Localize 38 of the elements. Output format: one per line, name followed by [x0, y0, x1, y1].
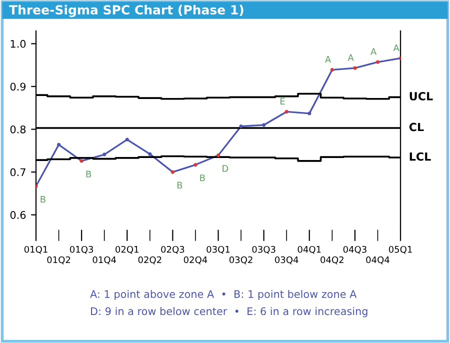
y-tick-label: 1.0 [10, 40, 26, 48]
annotation: A [324, 56, 332, 63]
x-tick-label: 05Q1 [388, 246, 412, 254]
annotation: A [348, 54, 354, 61]
annotation: E [280, 98, 285, 104]
text: A: 1 point above zone A • B: 1 point below zone A [90, 290, 357, 300]
annotation: A [370, 48, 377, 55]
chart-title: Three-Sigma SPC Chart (Phase 1) [9, 4, 244, 18]
x-tick-label: 04Q2 [320, 256, 344, 264]
y-tick-label: 0.6 [10, 211, 26, 219]
x-tick-label: 02Q1 [116, 246, 138, 254]
x-tick-label: 03Q4 [275, 256, 298, 264]
x-tick-label: 02Q3 [161, 246, 184, 254]
x-tick-label: 04Q1 [298, 246, 321, 254]
text: D: 9 in a row below center • E: 6 in a row increasing [91, 307, 368, 318]
x-tick-label: 02Q2 [138, 256, 162, 264]
y-tick-label: 0.9 [10, 82, 26, 91]
x-tick-label: 02Q4 [184, 256, 208, 264]
ref-line-label: CL [409, 122, 424, 132]
annotation: B [86, 170, 91, 178]
x-tick-label: 03Q2 [229, 256, 252, 264]
annotation: B [177, 182, 182, 188]
series-label: UCL [410, 92, 433, 100]
x-tick-label: 04Q3 [343, 246, 366, 254]
x-tick-label: 03Q1 [206, 246, 230, 254]
x-tick-label: 01Q2 [47, 256, 70, 264]
annotation: B [40, 196, 46, 203]
x-tick-label: 04Q4 [366, 256, 390, 264]
annotation: B [200, 174, 205, 182]
x-tick-label: 01Q3 [70, 246, 94, 254]
x-tick-label: 03Q3 [252, 246, 276, 254]
y-tick-label: 0.7 [10, 168, 26, 176]
annotation: A [393, 44, 400, 52]
series-label: LCL [410, 152, 431, 161]
y-tick-label: 0.8 [10, 125, 26, 134]
x-tick-label: 01Q1 [24, 246, 48, 254]
annotation: D [222, 165, 228, 172]
x-tick-label: 01Q4 [92, 256, 116, 264]
